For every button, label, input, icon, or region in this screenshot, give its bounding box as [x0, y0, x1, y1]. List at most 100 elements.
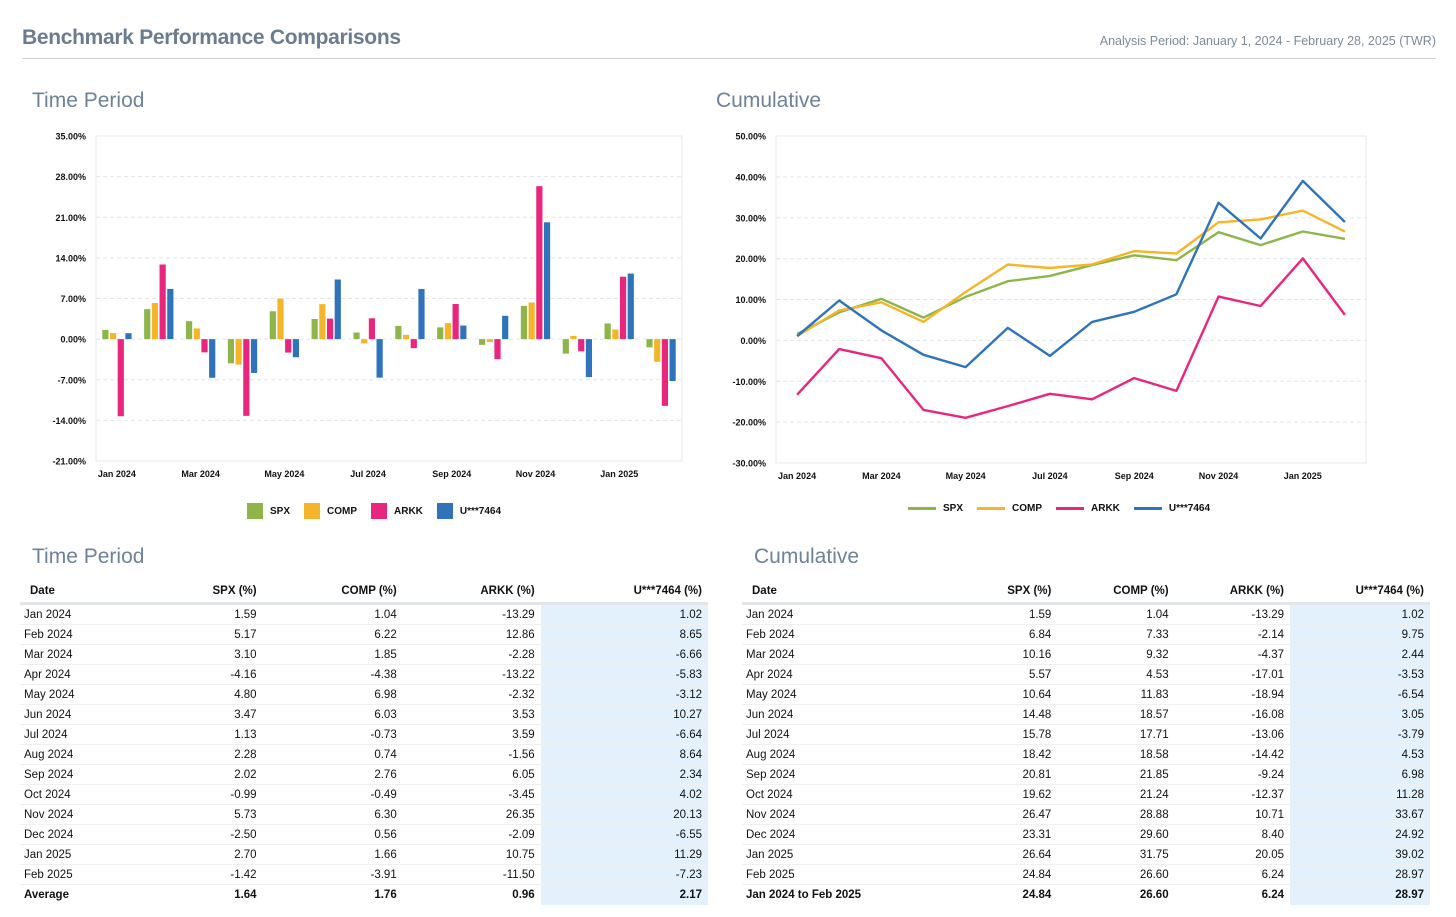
date-cell: Feb 2024	[742, 624, 960, 645]
bar-Uxxx7464-Dec-2024[interactable]	[585, 339, 593, 378]
bar-ARKK-Jan-2024[interactable]	[117, 339, 124, 417]
bar-COMP-Feb-2025[interactable]	[654, 339, 661, 362]
bar-Uxxx7464-Jun-2024[interactable]	[334, 279, 341, 340]
value-cell: -11.50	[402, 864, 541, 885]
bar-ARKK-Jun-2024[interactable]	[326, 318, 334, 340]
bar-SPX-Mar-2024[interactable]	[185, 321, 193, 340]
value-cell: 1.02	[540, 603, 708, 625]
bar-COMP-Apr-2024[interactable]	[235, 339, 242, 365]
bar-ARKK-Sep-2024[interactable]	[452, 304, 459, 340]
column-header[interactable]: COMP (%)	[1057, 580, 1175, 605]
bar-COMP-Sep-2024[interactable]	[444, 323, 452, 340]
bar-COMP-Jun-2024[interactable]	[319, 304, 326, 340]
legend-label: U***7464	[1168, 503, 1211, 514]
date-cell: Aug 2024	[742, 744, 960, 765]
bar-SPX-Oct-2024[interactable]	[478, 339, 486, 345]
column-header[interactable]: SPX (%)	[959, 580, 1058, 605]
legend-item-SPX[interactable]: SPX	[908, 503, 963, 514]
bar-ARKK-Nov-2024[interactable]	[536, 186, 543, 340]
bar-SPX-May-2024[interactable]	[269, 311, 276, 340]
bar-COMP-Jul-2024[interactable]	[361, 339, 368, 344]
bar-COMP-May-2024[interactable]	[277, 298, 284, 340]
bar-COMP-Aug-2024[interactable]	[402, 334, 410, 340]
date-cell: Oct 2024	[20, 784, 146, 805]
value-cell: 11.83	[1057, 684, 1175, 705]
bar-Uxxx7464-May-2024[interactable]	[292, 339, 300, 358]
bar-ARKK-Aug-2024[interactable]	[410, 339, 417, 349]
column-header[interactable]: ARKK (%)	[402, 580, 541, 605]
column-header[interactable]: SPX (%)	[145, 580, 263, 605]
line-series-Uxxx7464[interactable]	[796, 179, 1346, 369]
column-header[interactable]: Date	[742, 580, 960, 605]
bar-Uxxx7464-Sep-2024[interactable]	[460, 325, 467, 340]
bar-Uxxx7464-Oct-2024[interactable]	[502, 315, 509, 340]
column-header[interactable]: U***7464 (%)	[1290, 580, 1430, 605]
table-row: Jul 2024 1.13 -0.73 3.59 -6.64	[20, 724, 708, 745]
bar-Uxxx7464-Nov-2024[interactable]	[543, 222, 551, 340]
bar-COMP-Feb-2024[interactable]	[151, 303, 159, 340]
bar-ARKK-Jan-2025[interactable]	[619, 276, 627, 340]
bar-SPX-Jan-2024[interactable]	[102, 329, 109, 340]
bar-SPX-Jul-2024[interactable]	[353, 332, 360, 340]
value-cell: 6.03	[262, 704, 403, 725]
value-cell: -9.24	[1174, 764, 1291, 785]
legend-item-ARKK[interactable]: ARKK	[371, 503, 423, 519]
legend-item-SPX[interactable]: SPX	[247, 503, 290, 519]
bar-ARKK-Mar-2024[interactable]	[201, 339, 208, 353]
value-cell: 31.75	[1057, 844, 1175, 865]
bar-ARKK-May-2024[interactable]	[285, 339, 292, 353]
bar-Uxxx7464-Jan-2025[interactable]	[627, 273, 634, 340]
line-series-COMP[interactable]	[796, 209, 1346, 338]
bar-ARKK-Oct-2024[interactable]	[494, 339, 501, 360]
column-header[interactable]: Date	[20, 580, 146, 605]
value-cell: 8.65	[540, 624, 708, 645]
legend-item-ARKK[interactable]: ARKK	[1056, 503, 1120, 514]
bar-SPX-Jan-2025[interactable]	[604, 323, 611, 340]
bar-ARKK-Jul-2024[interactable]	[368, 318, 376, 340]
legend-swatch	[371, 503, 388, 519]
bar-ARKK-Dec-2024[interactable]	[578, 339, 585, 352]
column-header[interactable]: COMP (%)	[262, 580, 403, 605]
table-row: Jan 2024 1.59 1.04 -13.29 1.02	[20, 603, 708, 625]
line-chart-x-tick-label: Mar 2024	[862, 471, 901, 481]
bar-SPX-Jun-2024[interactable]	[311, 318, 318, 340]
bar-ARKK-Feb-2024[interactable]	[159, 264, 166, 340]
legend-item-Uxxx7464[interactable]: U***7464	[436, 503, 501, 519]
legend-label: COMP	[327, 505, 358, 517]
bar-SPX-Nov-2024[interactable]	[520, 305, 528, 340]
bar-COMP-Jan-2025[interactable]	[612, 329, 619, 340]
bar-Uxxx7464-Feb-2024[interactable]	[167, 288, 174, 340]
bar-COMP-Dec-2024[interactable]	[570, 335, 577, 340]
bar-Uxxx7464-Jan-2024[interactable]	[125, 333, 132, 340]
line-series-SPX[interactable]	[796, 230, 1346, 335]
column-header[interactable]: ARKK (%)	[1174, 580, 1291, 605]
table-row: Jan 2025 26.64 31.75 20.05 39.02	[742, 844, 1430, 865]
column-header[interactable]: U***7464 (%)	[540, 580, 708, 605]
bar-SPX-Dec-2024[interactable]	[562, 339, 569, 354]
bar-COMP-Jan-2024[interactable]	[109, 333, 117, 340]
line-chart-y-tick-label: 50.00%	[735, 132, 766, 142]
bar-Uxxx7464-Apr-2024[interactable]	[250, 339, 258, 373]
line-series-ARKK[interactable]	[796, 257, 1346, 419]
bar-COMP-Oct-2024[interactable]	[486, 339, 493, 342]
legend-item-Uxxx7464[interactable]: U***7464	[1133, 503, 1211, 514]
bar-COMP-Nov-2024[interactable]	[528, 302, 535, 340]
bar-Uxxx7464-Mar-2024[interactable]	[209, 339, 216, 378]
legend-item-COMP[interactable]: COMP	[977, 503, 1042, 514]
bar-SPX-Aug-2024[interactable]	[395, 325, 402, 340]
bar-SPX-Sep-2024[interactable]	[437, 327, 444, 340]
value-cell: 2.02	[145, 764, 263, 785]
value-cell: -17.01	[1174, 664, 1291, 685]
bar-SPX-Feb-2024[interactable]	[144, 309, 151, 340]
bar-SPX-Feb-2025[interactable]	[646, 339, 653, 348]
legend-item-COMP[interactable]: COMP	[304, 503, 357, 519]
bar-COMP-Mar-2024[interactable]	[193, 328, 200, 340]
value-cell: 8.40	[1174, 824, 1291, 845]
bar-Uxxx7464-Jul-2024[interactable]	[376, 339, 383, 378]
bar-SPX-Apr-2024[interactable]	[227, 339, 235, 364]
bar-Uxxx7464-Aug-2024[interactable]	[418, 288, 425, 340]
date-cell: May 2024	[20, 684, 146, 705]
bar-Uxxx7464-Feb-2025[interactable]	[669, 339, 676, 382]
bar-ARKK-Feb-2025[interactable]	[661, 339, 669, 406]
bar-ARKK-Apr-2024[interactable]	[243, 339, 250, 416]
